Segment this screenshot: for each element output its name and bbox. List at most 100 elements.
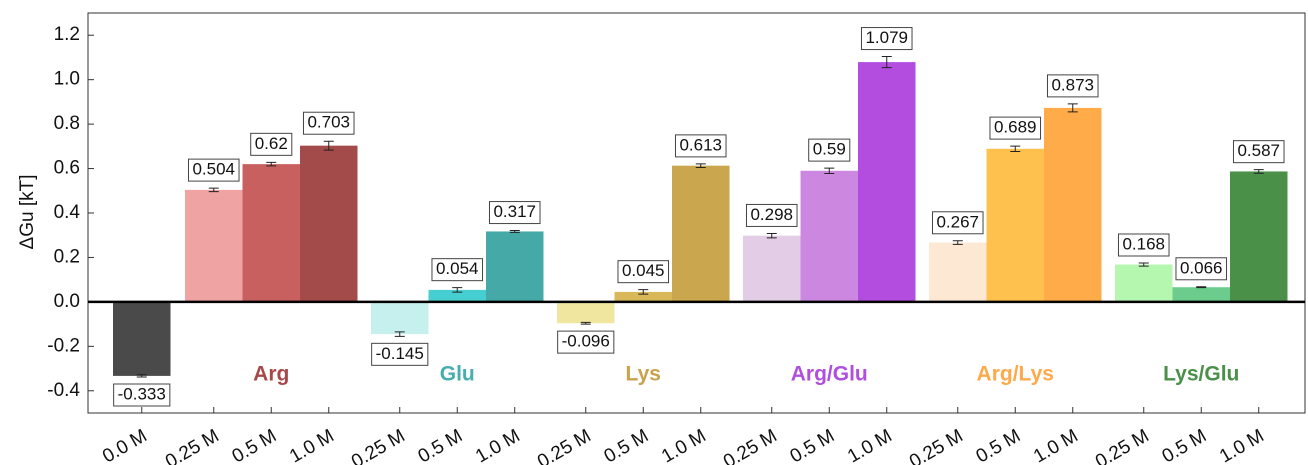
group-label: Arg/Lys	[977, 363, 1054, 386]
error-bar	[824, 167, 835, 174]
x-tick-label: 1.0 M	[658, 425, 710, 465]
value-label-box	[745, 203, 798, 227]
value-label-box	[1175, 257, 1228, 281]
x-tick-label: 0.5 M	[601, 425, 653, 465]
value-label-box	[989, 116, 1042, 140]
value-label-box	[808, 138, 851, 162]
error-bar	[1067, 103, 1078, 113]
bar	[858, 62, 916, 302]
x-tick-label: 1.0 M	[844, 425, 896, 465]
value-label-box	[250, 132, 293, 156]
value-label-box	[674, 134, 727, 158]
value-label: 0.267	[936, 212, 979, 231]
value-label: -0.333	[118, 384, 166, 403]
value-label: 0.873	[1051, 75, 1094, 94]
x-tick-label: 0.5 M	[415, 425, 467, 465]
error-bar	[208, 187, 219, 193]
value-label-box	[113, 383, 171, 407]
bar	[185, 189, 243, 302]
value-label: 0.613	[679, 135, 722, 154]
group-label: Glu	[440, 363, 475, 386]
value-label: -0.145	[376, 344, 424, 363]
value-label: 0.62	[255, 134, 288, 153]
value-label: 0.59	[813, 140, 846, 159]
group-label: Lys/Glu	[1163, 363, 1239, 386]
x-tick-label: 0.5 M	[229, 425, 281, 465]
bar	[1230, 171, 1288, 302]
x-tick-label: 0.5 M	[1159, 425, 1211, 465]
group-label: Arg	[253, 363, 289, 386]
x-tick-label: 0.25 M	[906, 425, 967, 465]
value-label: 0.689	[994, 118, 1037, 137]
value-label-box	[488, 201, 541, 225]
value-label: -0.096	[562, 332, 610, 351]
y-tick-label: 0.8	[54, 113, 80, 134]
bar	[986, 148, 1044, 302]
bar	[428, 289, 486, 302]
x-tick-label: 0.0 M	[99, 425, 151, 465]
error-bar	[1253, 169, 1264, 174]
error-bar	[695, 163, 706, 168]
error-bar	[766, 232, 777, 239]
y-tick-label: 1.0	[54, 69, 80, 90]
value-label: 0.066	[1180, 258, 1223, 277]
value-label: 0.504	[192, 160, 235, 179]
value-label: 0.168	[1122, 234, 1165, 253]
error-bar	[638, 289, 649, 295]
error-bar	[136, 374, 147, 378]
value-label-box	[1046, 74, 1099, 98]
value-label: 0.703	[307, 113, 350, 132]
y-tick-label: 0.6	[54, 158, 80, 179]
value-label-box	[860, 27, 913, 51]
bar	[557, 301, 615, 324]
bar	[486, 231, 544, 302]
value-label-box	[302, 111, 355, 135]
bar	[1172, 287, 1230, 302]
value-label-box	[1232, 140, 1285, 164]
y-tick-label: 1.2	[54, 24, 80, 45]
y-axis-label: ΔGu [kT]	[17, 175, 38, 250]
x-tick-label: 1.0 M	[1216, 425, 1268, 465]
value-label: 0.054	[436, 259, 479, 278]
error-bar	[266, 161, 277, 167]
bar	[800, 170, 858, 302]
error-bar	[452, 287, 463, 293]
y-tick-label: 0.2	[54, 246, 80, 267]
bar	[242, 164, 300, 302]
value-label: 0.045	[622, 261, 665, 280]
error-bar	[1196, 286, 1207, 289]
x-tick-label: 1.0 M	[286, 425, 338, 465]
x-tick-label: 0.25 M	[720, 425, 781, 465]
group-label: Lys	[626, 363, 661, 386]
error-bar	[394, 331, 405, 337]
value-label: 0.587	[1237, 141, 1280, 160]
value-label-box	[371, 342, 429, 366]
value-label-box	[431, 258, 484, 282]
bar	[1115, 264, 1173, 302]
value-label-box	[617, 260, 670, 284]
x-tick-label: 0.5 M	[973, 425, 1025, 465]
value-label-box	[557, 330, 615, 354]
x-tick-label: 0.25 M	[348, 425, 409, 465]
value-label-box	[187, 158, 240, 182]
bar	[300, 145, 358, 302]
bar	[929, 242, 987, 302]
bar	[1044, 107, 1102, 302]
x-tick-label: 0.25 M	[162, 425, 223, 465]
bar	[743, 235, 801, 302]
value-label: 1.079	[865, 28, 908, 47]
bar	[614, 291, 672, 302]
error-bar	[580, 321, 591, 325]
error-bar	[509, 230, 520, 233]
y-tick-label: -0.2	[47, 335, 80, 356]
x-tick-label: 1.0 M	[1030, 425, 1082, 465]
x-tick-label: 1.0 M	[472, 425, 524, 465]
bar	[371, 301, 429, 335]
error-bar	[323, 140, 334, 151]
x-tick-label: 0.5 M	[787, 425, 839, 465]
y-tick-label: 0.0	[54, 291, 80, 312]
x-tick-label: 0.25 M	[1092, 425, 1153, 465]
value-label: 0.317	[493, 202, 536, 221]
group-label: Arg/Glu	[791, 363, 868, 386]
